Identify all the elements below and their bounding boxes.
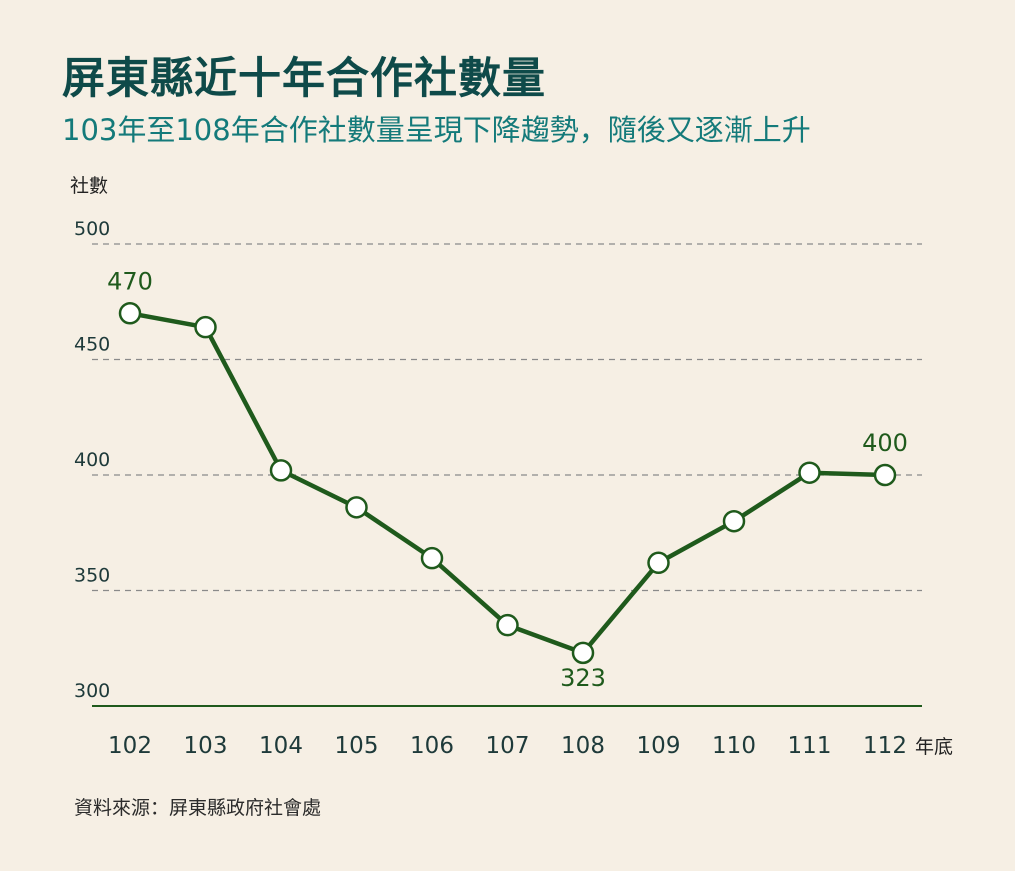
- data-label-108: 323: [560, 664, 606, 692]
- data-point-111: [798, 461, 821, 484]
- data-point-104: [269, 459, 293, 482]
- data-point-108: [571, 641, 595, 665]
- data-point-110: [722, 509, 746, 533]
- x-tick-111: 111: [788, 733, 832, 759]
- x-tick-104: 104: [259, 733, 303, 759]
- y-tick-labels: 300 350 400 450 500: [74, 218, 110, 702]
- chart-subtitle: 103年至108年合作社數量呈現下降趨勢，隨後又逐漸上升: [62, 113, 811, 147]
- grid-lines: [92, 243, 922, 707]
- data-points: [118, 302, 897, 665]
- y-axis-label: 社數: [70, 175, 108, 197]
- source-note: 資料來源：屏東縣政府社會處: [74, 797, 322, 819]
- x-axis-label: 年底: [915, 736, 953, 758]
- x-tick-108: 108: [561, 733, 605, 759]
- x-tick-106: 106: [410, 733, 454, 759]
- x-tick-102: 102: [108, 733, 152, 759]
- data-point-106: [420, 546, 444, 570]
- data-label-102: 470: [107, 267, 153, 295]
- y-tick-350: 350: [74, 565, 110, 587]
- data-label-112: 400: [862, 429, 908, 457]
- y-tick-400: 400: [74, 449, 110, 471]
- y-tick-500: 500: [74, 218, 110, 240]
- x-tick-112: 112: [863, 733, 907, 759]
- y-tick-450: 450: [74, 334, 110, 356]
- x-tick-labels: 102 103 104 105 106 107 108 109 110 111 112: [108, 733, 907, 759]
- data-point-107: [496, 613, 519, 637]
- data-point-109: [647, 551, 670, 575]
- chart-title: 屏東縣近十年合作社數量: [62, 54, 546, 104]
- data-point-105: [345, 496, 368, 519]
- data-labels: 470 323 400: [107, 267, 908, 692]
- data-point-103: [194, 315, 217, 339]
- series-line: [127, 311, 888, 656]
- x-tick-109: 109: [637, 733, 681, 759]
- x-tick-103: 103: [184, 733, 228, 759]
- y-tick-300: 300: [74, 680, 110, 702]
- x-tick-107: 107: [486, 733, 530, 759]
- data-point-112: [873, 463, 897, 487]
- series-polyline: [127, 311, 888, 656]
- data-point-102: [118, 302, 142, 325]
- x-tick-110: 110: [712, 733, 756, 759]
- x-tick-105: 105: [335, 733, 379, 759]
